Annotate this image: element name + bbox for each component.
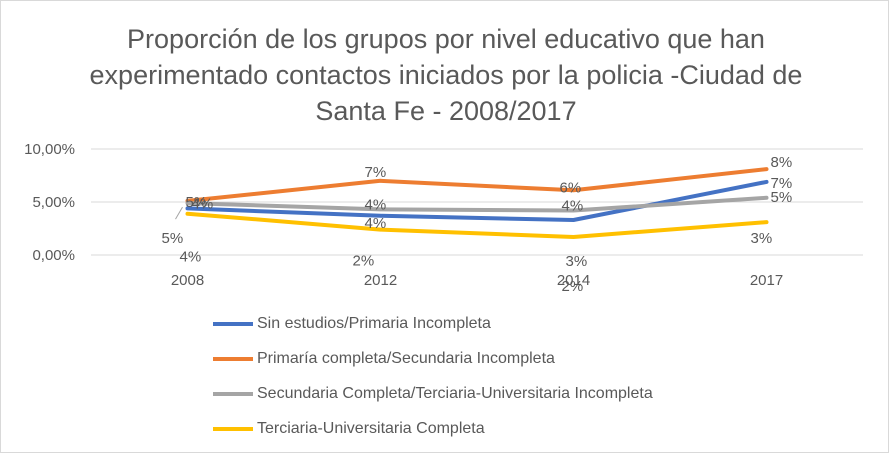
data-label: 4% bbox=[180, 249, 202, 266]
chart-title: Proporción de los grupos por nivel educa… bbox=[89, 24, 803, 126]
data-label: 2% bbox=[562, 278, 584, 295]
legend-item: Terciaria-Universitaria Completa bbox=[213, 411, 653, 446]
data-label: 4% bbox=[365, 215, 387, 232]
series-line-4 bbox=[185, 211, 769, 239]
legend-label: Secundaria Completa/Terciaria-Universita… bbox=[257, 384, 653, 402]
legend-swatch bbox=[213, 426, 253, 431]
legend-item: Primaría completa/Secundaria Incompleta bbox=[213, 341, 653, 376]
series-line-1 bbox=[185, 179, 769, 222]
legend-item: Sin estudios/Primaria Incompleta bbox=[213, 306, 653, 341]
data-label: 4% bbox=[365, 196, 387, 213]
data-label: 7% bbox=[771, 175, 793, 192]
y-tick-label: 5,00% bbox=[32, 194, 75, 211]
legend-label: Sin estudios/Primaria Incompleta bbox=[257, 314, 491, 332]
data-label: 5% bbox=[162, 230, 184, 247]
data-label: 5% bbox=[771, 189, 793, 206]
data-label: 5% bbox=[186, 194, 208, 211]
data-label: 3% bbox=[751, 230, 773, 247]
data-label: 7% bbox=[365, 164, 387, 181]
y-tick-label: 10,00% bbox=[24, 141, 75, 158]
data-label: 2% bbox=[353, 253, 375, 270]
legend-label: Primaría completa/Secundaria Incompleta bbox=[257, 349, 555, 367]
label-leader-line bbox=[175, 206, 183, 220]
legend-swatch bbox=[213, 356, 253, 361]
legend-item: Secundaria Completa/Terciaria-Universita… bbox=[213, 376, 653, 411]
data-label: 3% bbox=[566, 253, 588, 270]
y-tick-label: 0,00% bbox=[32, 247, 75, 264]
x-tick-label: 2017 bbox=[750, 272, 783, 289]
x-tick-label: 2008 bbox=[171, 272, 204, 289]
data-label: 6% bbox=[560, 179, 582, 196]
legend-swatch bbox=[213, 391, 253, 396]
x-tick-label: 2014 bbox=[557, 272, 590, 289]
data-label: 4% bbox=[192, 195, 214, 212]
x-tick-label: 2012 bbox=[364, 272, 397, 289]
legend-label: Terciaria-Universitaria Completa bbox=[257, 419, 485, 437]
legend-swatch bbox=[213, 321, 253, 326]
legend: Sin estudios/Primaria Incompleta Primaría… bbox=[213, 306, 653, 446]
series-line-2 bbox=[185, 167, 769, 203]
data-label: 8% bbox=[771, 154, 793, 171]
data-label: 4% bbox=[562, 197, 584, 214]
series-line-3 bbox=[185, 195, 769, 213]
